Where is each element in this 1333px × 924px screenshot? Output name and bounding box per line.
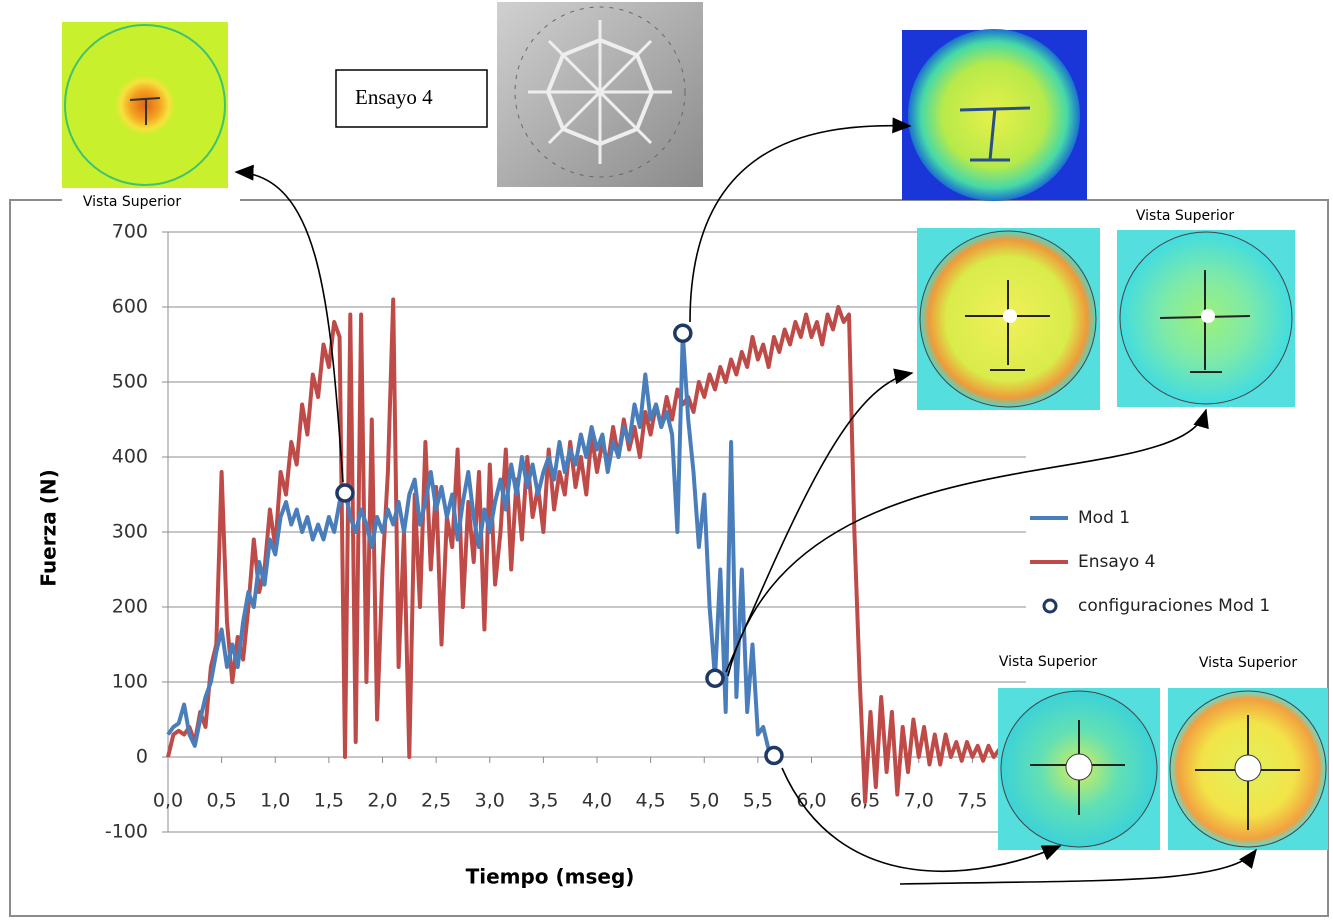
arrow xyxy=(727,408,1209,677)
config-marker xyxy=(673,323,693,343)
legend-swatch xyxy=(1042,598,1058,614)
photo xyxy=(497,2,703,187)
y-tick-label: 300 xyxy=(112,521,148,543)
y-tick-label: -100 xyxy=(105,821,148,843)
arrow xyxy=(234,164,344,483)
arrow xyxy=(899,848,1257,885)
annotation: Ensayo 4 xyxy=(355,85,433,109)
x-tick-label: 4,0 xyxy=(582,790,612,812)
y-tick-label: 700 xyxy=(112,221,148,243)
config-marker xyxy=(705,668,725,688)
y-axis-title: Fuerza (N) xyxy=(37,469,61,586)
arrow xyxy=(781,767,1062,873)
arrow xyxy=(689,117,912,323)
x-axis-title: Tiempo (mseg) xyxy=(466,865,635,889)
x-tick-label: 4,5 xyxy=(636,790,666,812)
x-tick-label: 1,5 xyxy=(314,790,344,812)
y-tick-label: 500 xyxy=(112,371,148,393)
legend-label: configuraciones Mod 1 xyxy=(1078,596,1270,616)
arrow xyxy=(725,368,914,673)
annotation: Vista Superior xyxy=(999,654,1097,670)
y-tick-label: 100 xyxy=(112,671,148,693)
arrows xyxy=(234,117,1257,885)
thumbnail-mid-1 xyxy=(917,228,1100,410)
y-tick-label: 600 xyxy=(112,296,148,318)
config-marker xyxy=(764,745,784,766)
y-tick-label: 400 xyxy=(112,446,148,468)
y-tick-label: 200 xyxy=(112,596,148,618)
chart-frame xyxy=(9,199,1329,917)
thumbnail-top-left xyxy=(62,22,228,188)
x-tick-label: 7,5 xyxy=(957,790,987,812)
thumbnail-bottom-1 xyxy=(998,688,1160,850)
annotation: Vista Superior xyxy=(1136,208,1234,224)
x-tick-label: 0,5 xyxy=(207,790,237,812)
thumbnail-bottom-2 xyxy=(1168,688,1328,850)
y-tick-label: 0 xyxy=(136,746,148,768)
thumbnail-top-right xyxy=(902,29,1087,201)
legend-label: Mod 1 xyxy=(1078,508,1130,528)
x-tick-label: 3,0 xyxy=(475,790,505,812)
thumbnails xyxy=(62,2,1328,850)
x-tick-label: 5,5 xyxy=(743,790,773,812)
config-marker xyxy=(335,483,355,503)
series-line xyxy=(166,331,776,757)
legend-label: Ensayo 4 xyxy=(1078,552,1155,572)
x-tick-label: 0,0 xyxy=(153,790,183,812)
x-tick-label: 3,5 xyxy=(528,790,558,812)
thumbnail-mid-2 xyxy=(1117,230,1295,407)
x-tick-label: 1,0 xyxy=(260,790,290,812)
annotation: Vista Superior xyxy=(83,194,181,210)
legend: Mod 1 Ensayo 4 configuraciones Mod 1 xyxy=(1030,508,1270,616)
label-box xyxy=(335,69,488,128)
series-line xyxy=(166,297,1028,804)
x-tick-label: 5,0 xyxy=(689,790,719,812)
label-bg xyxy=(62,192,240,212)
x-tick-label: 7,0 xyxy=(904,790,934,812)
annotation: Vista Superior xyxy=(1199,655,1297,671)
x-tick-label: 6,0 xyxy=(796,790,826,812)
plot-area: -100 0 100 200 300 400 500 600 700 0,0 0,5 1,0 1,5 2,… xyxy=(105,221,1028,843)
x-tick-label: 2,5 xyxy=(421,790,451,812)
x-tick-label: 2,0 xyxy=(367,790,397,812)
